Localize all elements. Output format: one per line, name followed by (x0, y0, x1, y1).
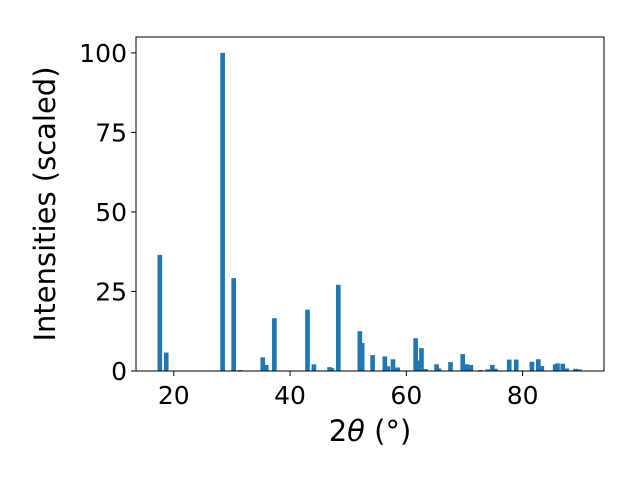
y-axis: 0 25 50 75 100 (79, 39, 136, 386)
bar (434, 364, 439, 371)
bar (390, 359, 396, 371)
bar (329, 368, 335, 371)
bar (529, 361, 535, 371)
bar (357, 331, 363, 371)
bar (157, 254, 163, 371)
bar (490, 364, 495, 371)
y-tick-label: 25 (95, 277, 127, 306)
bar (419, 348, 424, 371)
bar (485, 369, 491, 371)
bar (468, 364, 474, 371)
x-tick-label: 20 (158, 381, 190, 410)
bar (370, 355, 375, 371)
y-tick-label: 50 (95, 198, 127, 227)
x-tick-label: 80 (507, 381, 539, 410)
bar (382, 356, 388, 371)
bar (272, 318, 277, 371)
x-axis: 20 40 60 80 (158, 371, 539, 410)
bar (220, 52, 225, 372)
bar (335, 284, 341, 371)
y-tick-label: 100 (79, 39, 127, 68)
x-axis-label-unit: (°) (365, 414, 411, 448)
bar (231, 278, 236, 371)
bar (423, 369, 428, 371)
y-tick-label: 75 (95, 118, 127, 147)
bar (436, 368, 442, 371)
bar (577, 369, 582, 371)
bar (564, 368, 570, 371)
bar (305, 309, 310, 371)
bar (395, 367, 400, 371)
bar (260, 357, 266, 371)
bar (492, 368, 498, 371)
bar (539, 365, 545, 371)
bar (327, 367, 332, 371)
bar (535, 359, 541, 371)
x-tick-label: 60 (390, 381, 422, 410)
bar (555, 363, 560, 371)
bar (413, 338, 418, 371)
bar (416, 360, 421, 371)
x-tick-label: 40 (274, 381, 306, 410)
bar (464, 364, 470, 371)
bar (506, 359, 512, 371)
bar (448, 362, 453, 371)
x-axis-label: 2θ (°) (329, 414, 412, 448)
bars-group (157, 52, 582, 372)
bar (311, 364, 317, 371)
bar (573, 368, 578, 371)
plot-frame (135, 36, 605, 372)
bar (552, 364, 558, 371)
bar (513, 359, 519, 371)
bar (560, 363, 566, 371)
y-tick-label: 0 (111, 357, 127, 386)
bar (460, 354, 466, 371)
bar (263, 364, 269, 371)
x-axis-label-prefix: 2 (329, 414, 347, 448)
bar (163, 352, 169, 371)
bar (359, 343, 365, 371)
bar (385, 366, 391, 371)
y-axis-label: Intensities (scaled) (28, 66, 62, 341)
x-axis-label-symbol: θ (347, 414, 365, 448)
